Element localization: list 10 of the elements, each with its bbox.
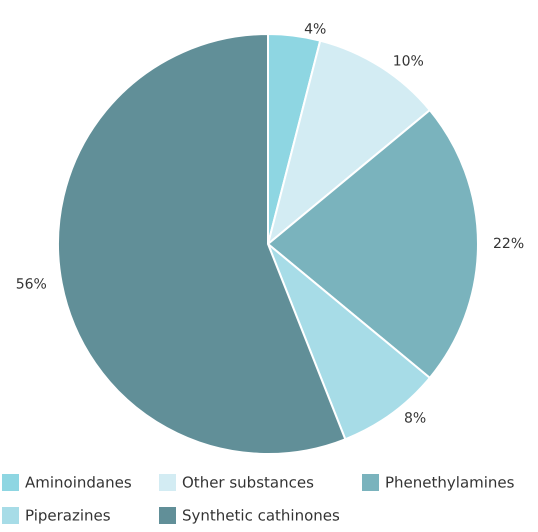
data-label: 10% [392,54,424,70]
data-label: 22% [493,236,524,252]
legend-label: Phenethylamines [385,474,515,492]
legend-label: Synthetic cathinones [182,506,340,524]
data-label: 56% [16,276,47,292]
data-label: 4% [304,22,326,38]
legend-label: Other substances [182,474,314,492]
legend-label: Aminoindanes [25,474,132,492]
data-label: 8% [404,410,426,427]
legend-label: Piperazines [25,506,111,524]
